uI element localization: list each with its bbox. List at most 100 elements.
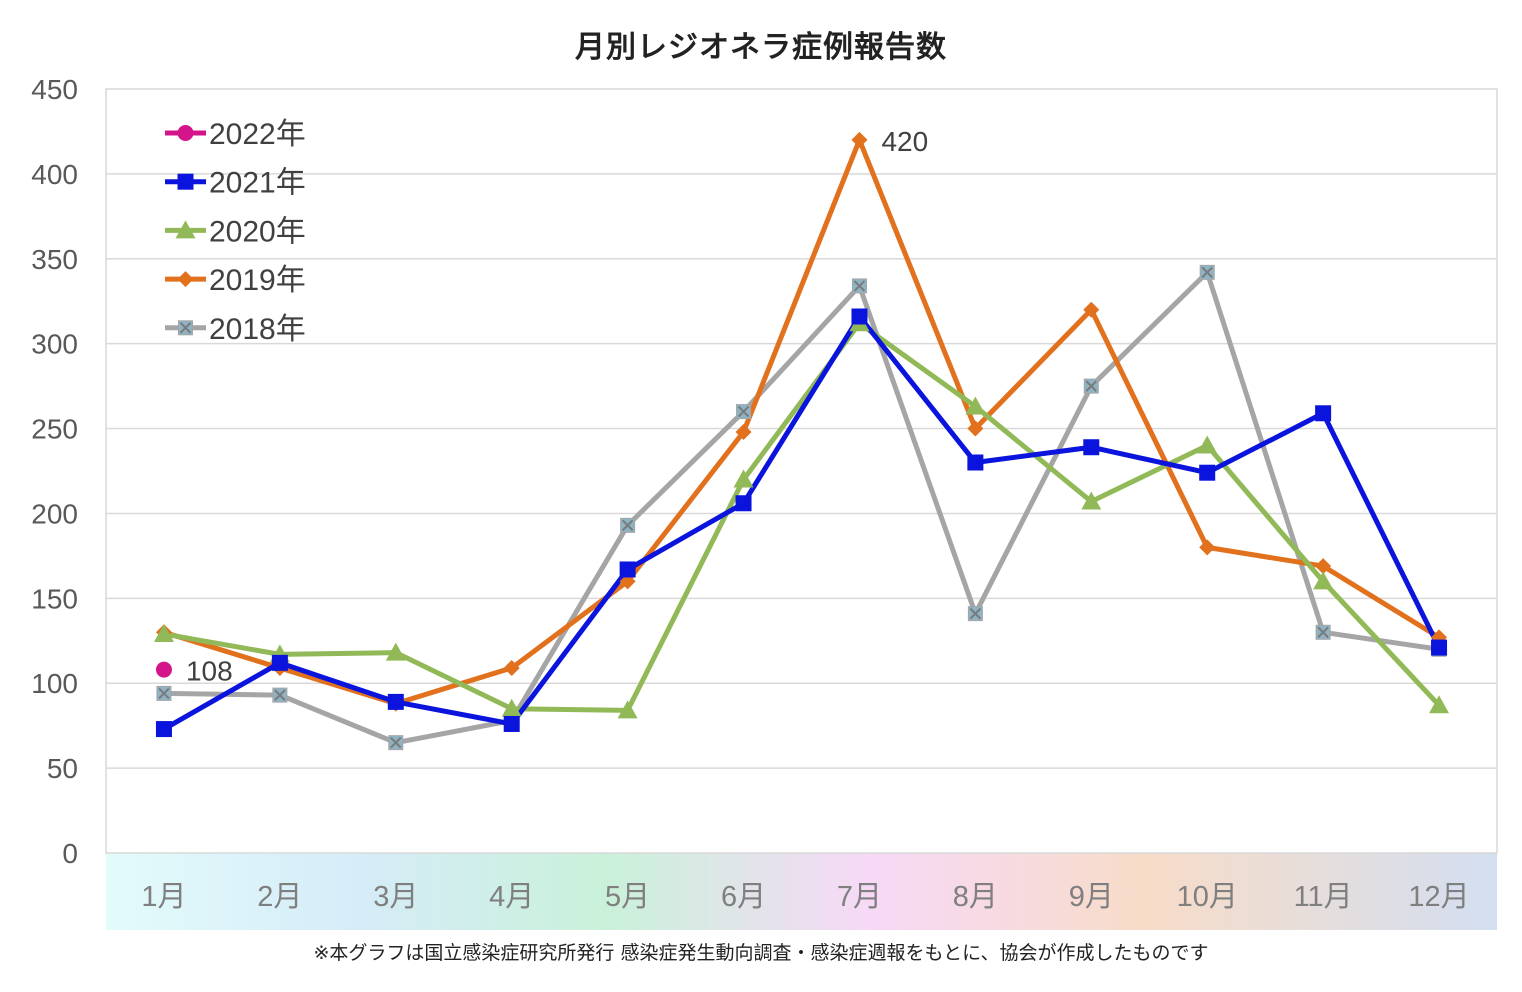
legend-marker (177, 271, 194, 288)
y-tick-label: 300 (31, 329, 78, 360)
point-2021 (1199, 464, 1216, 481)
point-2021 (387, 693, 404, 710)
x-tick-label: 1月 (141, 881, 186, 913)
legend-item-2020: 2020年 (165, 215, 306, 248)
point-2018 (851, 278, 867, 294)
point-2018 (736, 404, 752, 420)
x-tick-label: 3月 (373, 881, 418, 913)
marker-cross (969, 607, 982, 620)
point-2019 (1315, 558, 1332, 575)
source-footnote: ※本グラフは国立感染症研究所発行 感染症発生動向調査・感染症週報をもとに、協会が… (313, 942, 1209, 964)
marker-cross (390, 736, 402, 749)
y-tick-label: 250 (31, 414, 78, 445)
y-tick-label: 150 (31, 583, 78, 614)
point-2021 (271, 654, 288, 671)
point-2018 (1315, 624, 1331, 640)
point-2021 (851, 308, 868, 325)
point-2020 (733, 469, 754, 488)
chart-title: 月別レジオネラ症例報告数 (575, 30, 947, 65)
y-tick-label: 50 (47, 753, 78, 784)
point-2018 (1199, 264, 1215, 280)
point-2019 (1083, 301, 1100, 318)
marker-cross (179, 322, 192, 334)
point-2020 (1197, 435, 1218, 454)
point-2018 (156, 685, 172, 701)
point-2020 (1081, 491, 1102, 510)
point-2020 (501, 698, 522, 717)
legend-item-2021: 2021年 (165, 167, 306, 200)
y-tick-label: 450 (31, 74, 78, 105)
x-axis-band (106, 853, 1497, 930)
x-tick-label: 5月 (605, 881, 650, 913)
point-2020 (1313, 571, 1334, 590)
point-2021 (619, 561, 636, 578)
point-2019 (503, 659, 520, 676)
point-2018 (272, 687, 288, 703)
data-label: 108 (186, 656, 233, 687)
legend-marker (177, 173, 194, 190)
y-tick-label: 0 (62, 838, 78, 869)
y-tick-label: 200 (31, 498, 78, 529)
x-tick-label: 7月 (837, 881, 882, 913)
point-2018 (1083, 378, 1099, 394)
x-tick-label: 4月 (489, 881, 534, 913)
legend-marker (178, 320, 193, 336)
x-tick-label: 6月 (721, 881, 766, 913)
point-2018 (388, 735, 404, 751)
x-tick-label: 9月 (1069, 881, 1114, 913)
point-2019 (967, 420, 984, 437)
marker-cross (853, 280, 866, 292)
legend-label: 2019年 (209, 264, 306, 297)
series-line-2020 (161, 320, 1442, 713)
point-2021 (1431, 639, 1448, 656)
legend-marker (175, 220, 196, 239)
data-label: 420 (881, 126, 928, 157)
plot-frame (105, 88, 1498, 854)
marker-cross (274, 689, 286, 701)
point-2018 (620, 517, 636, 533)
legend-item-2018: 2018年 (165, 313, 306, 346)
marker-cross (1201, 266, 1213, 279)
legend-label: 2022年 (209, 118, 306, 151)
legend-label: 2021年 (209, 167, 306, 200)
point-2021 (735, 495, 752, 512)
point-2018 (967, 606, 983, 622)
marker-cross (1317, 626, 1329, 638)
point-2020 (1429, 695, 1450, 714)
legend-label: 2020年 (209, 215, 306, 248)
point-2022 (155, 661, 172, 678)
legend-item-2022: 2022年 (165, 118, 306, 151)
legend-label: 2018年 (209, 313, 306, 346)
marker-cross (158, 687, 170, 700)
legend-marker (177, 125, 194, 141)
x-tick-label: 11月 (1294, 881, 1353, 913)
legend-item-2019: 2019年 (165, 264, 306, 297)
x-tick-label: 2月 (257, 881, 302, 913)
y-tick-label: 350 (31, 244, 78, 275)
marker-cross (737, 405, 750, 418)
x-tick-label: 10月 (1177, 881, 1238, 913)
marker-cross (621, 519, 634, 532)
y-tick-label: 400 (31, 159, 78, 190)
point-2021 (967, 454, 984, 471)
point-2021 (1315, 405, 1332, 422)
y-tick-label: 100 (31, 668, 78, 699)
point-2019 (1199, 539, 1216, 556)
point-2021 (155, 721, 172, 738)
point-2021 (503, 715, 520, 732)
point-2019 (851, 131, 868, 148)
series-line-2021 (161, 314, 1442, 732)
x-tick-label: 12月 (1408, 881, 1469, 913)
point-2019 (735, 423, 752, 440)
point-2020 (617, 700, 638, 719)
point-2020 (385, 642, 406, 661)
point-2021 (1083, 439, 1100, 456)
point-2020 (965, 396, 986, 415)
marker-cross (1085, 380, 1097, 392)
series-line-2019 (161, 137, 1442, 707)
x-tick-label: 8月 (953, 881, 998, 913)
series-line-2018 (161, 269, 1442, 746)
point-2020 (153, 623, 174, 642)
